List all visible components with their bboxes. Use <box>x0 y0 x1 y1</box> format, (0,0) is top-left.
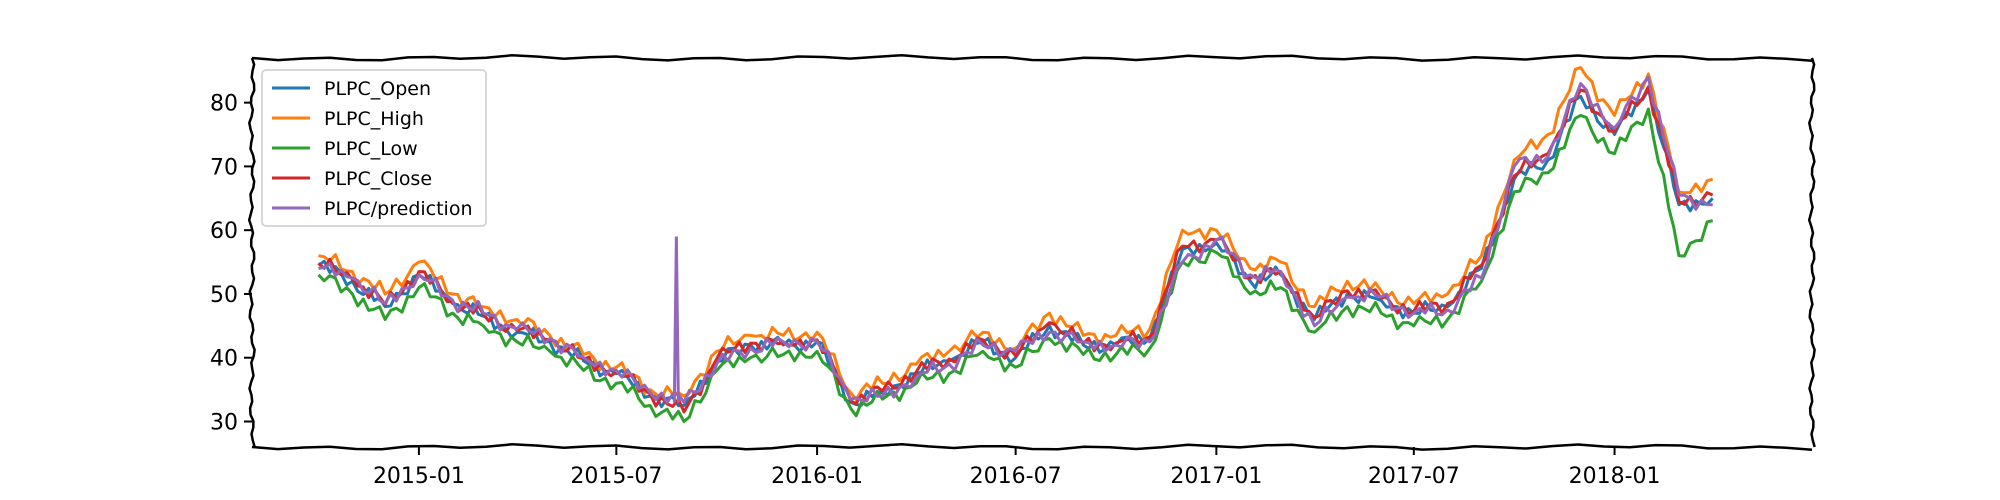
legend-label: PLPC_High <box>324 108 424 130</box>
series-line-plpc-prediction <box>318 75 1713 405</box>
x-tick-label: 2017-07 <box>1368 464 1460 489</box>
series-line-plpc-open <box>317 88 1714 409</box>
series-line-plpc-low <box>317 107 1714 423</box>
legend: PLPC_Open PLPC_High PLPC_Low PLPC_Close PLPC… <box>261 69 487 227</box>
series-line-plpc-close <box>317 85 1714 414</box>
y-tick-label: 80 <box>210 92 238 117</box>
y-tick-label: 40 <box>210 347 238 372</box>
y-tick-label: 70 <box>210 155 238 180</box>
x-tick-label: 2018-01 <box>1569 464 1661 489</box>
x-tick-label: 2016-07 <box>970 464 1062 489</box>
x-tick-label: 2016-01 <box>771 464 863 489</box>
legend-label: PLPC_Low <box>324 138 418 160</box>
y-tick-label: 60 <box>210 219 238 244</box>
axis-spine <box>251 442 1813 451</box>
x-tick-label: 2015-07 <box>570 464 662 489</box>
legend-label: PLPC_Close <box>324 168 432 190</box>
y-tick-label: 30 <box>210 410 238 435</box>
legend-label: PLPC_Open <box>324 78 431 100</box>
axis-spine <box>251 53 1813 62</box>
series-line-plpc-high <box>318 66 1714 402</box>
prediction-spike <box>672 236 680 403</box>
axis-spine <box>1807 57 1816 448</box>
plot-frame <box>247 53 1816 451</box>
y-tick-label: 50 <box>210 283 238 308</box>
legend-label: PLPC/prediction <box>324 198 473 220</box>
legend-box <box>261 69 487 227</box>
axis-spine <box>247 57 256 448</box>
x-tick-label: 2017-01 <box>1170 464 1262 489</box>
x-tick-label: 2015-01 <box>373 464 465 489</box>
